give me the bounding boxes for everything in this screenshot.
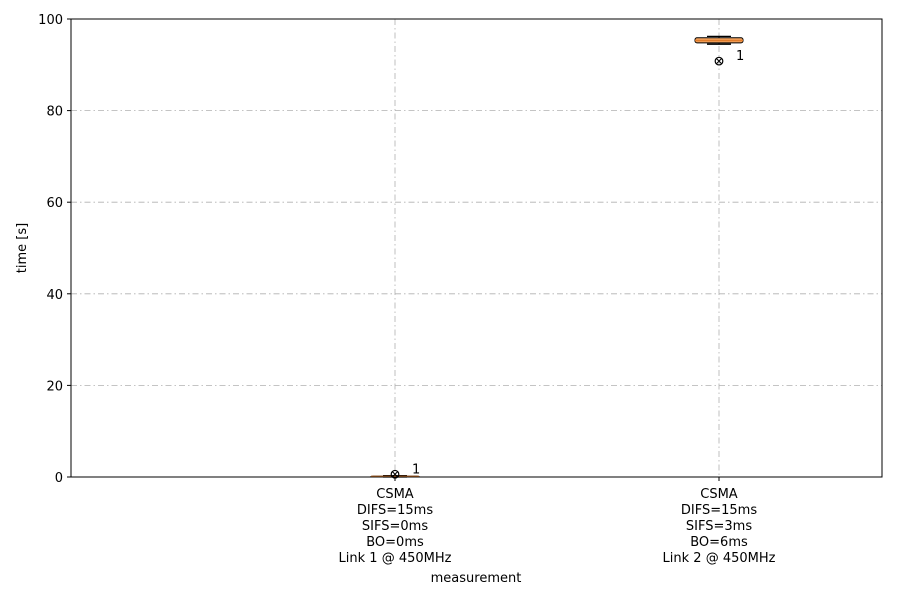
box-series: 11 — [370, 35, 744, 479]
x-axis: CSMA DIFS=15ms SIFS=0ms BO=0ms Link 1 @ 450M… — [339, 477, 776, 566]
plot-frame — [70, 18, 883, 478]
y-axis: 0 20 40 60 80 100 — [38, 13, 71, 486]
y-tick-label: 0 — [55, 471, 63, 486]
x-tick-label: CSMA DIFS=15ms SIFS=3ms BO=6ms Link 2 @ 450M… — [663, 487, 776, 566]
x-tick-label-line: CSMA — [376, 487, 414, 502]
x-tick-label-line: Link 1 @ 450MHz — [339, 551, 452, 566]
x-tick-label-line: SIFS=3ms — [686, 519, 752, 534]
y-tick-label: 100 — [38, 13, 63, 28]
x-tick-label-line: BO=6ms — [690, 535, 748, 550]
x-tick-label-line: CSMA — [700, 487, 738, 502]
x-axis-label: measurement — [431, 571, 522, 586]
outlier-marker — [714, 56, 724, 66]
y-axis-label: time [s] — [15, 223, 30, 273]
x-tick-label-line: DIFS=15ms — [357, 503, 433, 518]
x-tick-label-line: SIFS=0ms — [362, 519, 428, 534]
y-tick-label: 60 — [46, 196, 63, 211]
y-tick-label: 20 — [46, 379, 63, 394]
outlier-cross — [392, 471, 398, 478]
x-tick-label-line: DIFS=15ms — [681, 503, 757, 518]
outlier-label: 1 — [412, 462, 420, 477]
outlier-cross — [716, 58, 722, 65]
box-group: 1 — [694, 35, 744, 66]
x-tick-label: CSMA DIFS=15ms SIFS=0ms BO=0ms Link 1 @ 450M… — [339, 487, 452, 566]
y-tick-label: 40 — [46, 288, 63, 303]
outlier-label: 1 — [736, 49, 744, 64]
y-tick-label: 80 — [46, 105, 63, 120]
box-group: 1 — [370, 462, 420, 479]
x-tick-label-line: BO=0ms — [366, 535, 424, 550]
x-tick-label-line: Link 2 @ 450MHz — [663, 551, 776, 566]
grid-lines — [71, 18, 882, 478]
